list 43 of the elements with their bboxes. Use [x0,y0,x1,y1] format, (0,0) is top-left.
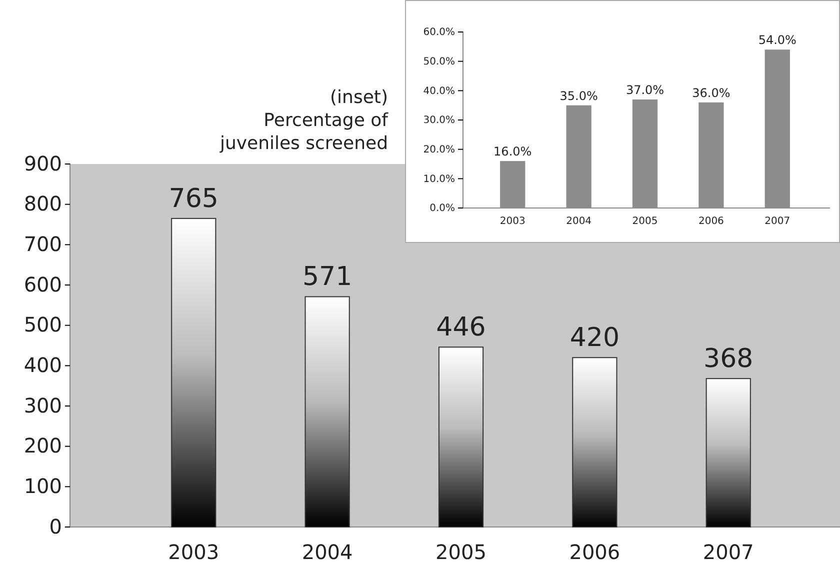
y-tick-label: 60.0% [423,27,455,38]
data-label: 420 [570,322,620,353]
x-tick-label: 2006 [569,540,620,564]
y-tick-label: 500 [24,312,62,337]
data-label: 36.0% [692,86,730,100]
y-tick-label: 600 [24,272,62,296]
x-tick-label: 2004 [302,540,353,564]
y-tick-label: 800 [24,192,62,216]
y-tick-label: 900 [24,151,62,176]
y-tick-label: 30.0% [423,115,455,126]
bar [438,346,484,528]
data-label: 368 [704,344,754,374]
data-label: 37.0% [626,83,664,98]
y-tick-label: 400 [24,353,62,378]
x-tick-label: 2003 [168,540,220,564]
y-tick-label: 0.0% [430,203,455,214]
x-tick-label: 2005 [436,540,486,564]
x-tick-label: 2003 [500,216,526,228]
bar [304,296,350,528]
y-tick-label: 40.0% [423,86,455,97]
data-label: 16.0% [494,144,532,159]
x-tick-label: 2007 [702,540,754,564]
y-tick-label: 100 [24,474,62,498]
bar [171,218,216,528]
y-tick-label: 700 [24,232,62,256]
y-tick-label: 0 [49,514,62,538]
y-tick-label: 50.0% [423,56,455,68]
data-label: 446 [436,312,486,342]
x-tick-label: 2007 [764,216,790,228]
bar [572,357,618,528]
x-tick-label: 2004 [566,216,592,228]
x-tick-label: 2005 [632,216,658,228]
y-tick-label: 300 [24,393,62,418]
data-label: 571 [302,262,352,292]
y-tick-label: 20.0% [423,144,455,156]
y-tick-label: 200 [24,434,62,458]
text: (inset) Percentage of juveniles screened [218,87,389,154]
data-label: 54.0% [758,33,796,48]
x-tick-label: 2006 [698,216,724,228]
bar [706,378,751,528]
y-tick-label: 10.0% [423,174,455,185]
data-label: 765 [168,184,218,214]
data-label: 35.0% [560,88,598,103]
